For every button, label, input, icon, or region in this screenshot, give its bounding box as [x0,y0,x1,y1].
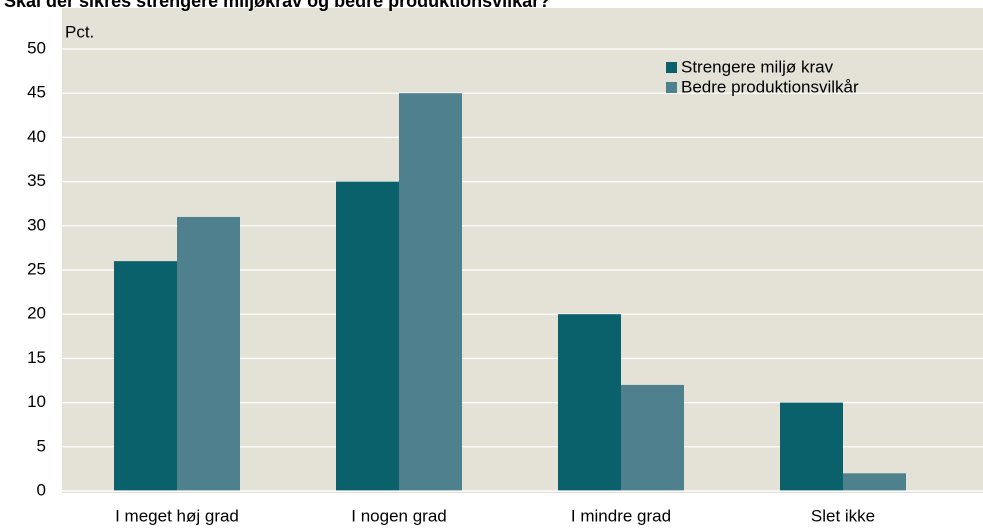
y-tick-label: 50 [27,38,46,57]
y-tick-label: 10 [27,392,46,411]
y-tick-label: 5 [37,436,46,455]
chart-title: Skal der sikres strengere miljøkrav og b… [4,0,550,11]
bar [780,402,843,491]
bar [114,261,177,491]
y-tick-label: 40 [27,127,46,146]
y-tick-label: 30 [27,215,46,234]
y-tick-label: 0 [37,480,46,499]
bar [843,473,906,491]
bar [558,314,621,491]
y-axis-label: Pct. [65,22,94,41]
y-tick-label: 45 [27,83,46,102]
bar [177,216,240,491]
x-tick-label: Slet ikke [811,506,875,525]
legend-label: Strengere miljø krav [681,57,834,76]
legend-label: Bedre produktionsvilkår [681,77,859,96]
x-tick-label: I nogen grad [351,506,446,525]
x-tick-label: I meget høj grad [115,506,239,525]
bar [621,384,684,491]
x-tick-label: I mindre grad [571,506,671,525]
bar [336,181,399,491]
y-tick-label: 15 [27,348,46,367]
bar [399,93,462,491]
y-tick-label: 25 [27,259,46,278]
y-tick-label: 20 [27,304,46,323]
y-tick-label: 35 [27,171,46,190]
legend-swatch [666,82,677,93]
legend-swatch [666,62,677,73]
